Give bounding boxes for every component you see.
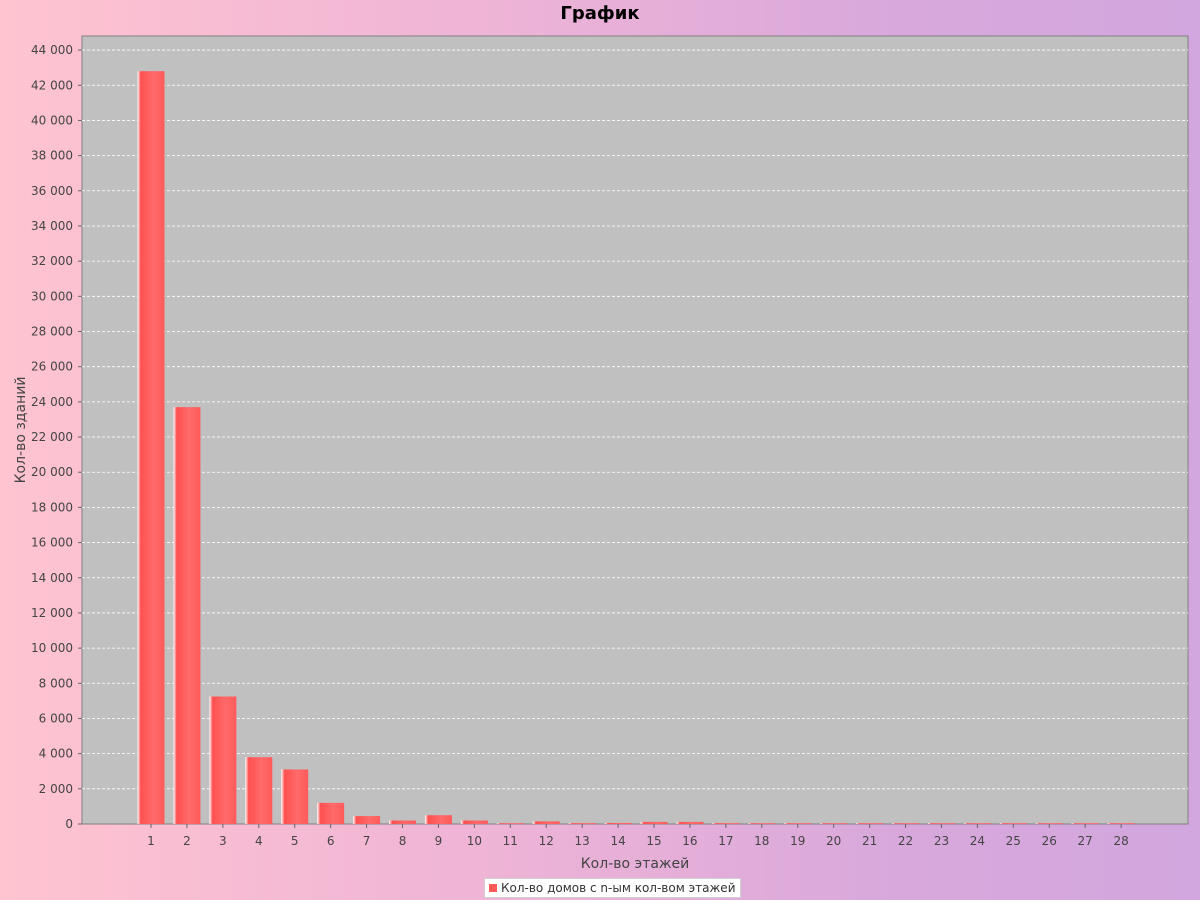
x-tick-label: 27 [1078, 834, 1093, 848]
chart-title: График [560, 3, 640, 24]
x-tick-label: 3 [219, 834, 227, 848]
x-tick-label: 17 [718, 834, 733, 848]
bar-27 [1071, 823, 1099, 824]
x-tick-label: 20 [826, 834, 841, 848]
y-tick-label: 32 000 [31, 254, 73, 268]
bar-22 [892, 823, 920, 824]
bar-26 [1035, 823, 1063, 824]
x-tick-label: 16 [682, 834, 697, 848]
bar-5 [281, 769, 309, 824]
x-tick-label: 24 [970, 834, 985, 848]
x-tick-label: 1 [147, 834, 155, 848]
y-tick-label: 42 000 [31, 78, 73, 92]
x-tick-label: 10 [467, 834, 482, 848]
y-tick-label: 10 000 [31, 641, 73, 655]
x-tick-label: 5 [291, 834, 299, 848]
bar-9 [424, 815, 452, 824]
bar-19 [784, 823, 812, 824]
bar-6 [317, 802, 345, 824]
x-tick-label: 23 [934, 834, 949, 848]
bar-17 [712, 823, 740, 824]
x-axis-title: Кол-во этажей [581, 856, 690, 872]
y-tick-label: 16 000 [31, 536, 73, 550]
x-tick-label: 8 [399, 834, 407, 848]
y-tick-label: 40 000 [31, 113, 73, 127]
y-tick-label: 22 000 [31, 430, 73, 444]
bar-11 [496, 823, 524, 824]
bar-4 [245, 757, 273, 824]
plot-area [81, 35, 1189, 825]
x-tick-label: 22 [898, 834, 913, 848]
bar-21 [856, 823, 884, 824]
y-tick-label: 38 000 [31, 149, 73, 163]
x-tick-label: 28 [1113, 834, 1128, 848]
x-tick-label: 26 [1042, 834, 1057, 848]
x-tick-label: 18 [754, 834, 769, 848]
bar-18 [748, 823, 776, 824]
bar-2 [173, 407, 201, 824]
x-tick-label: 11 [503, 834, 518, 848]
x-tick-label: 7 [363, 834, 371, 848]
x-tick-label: 13 [575, 834, 590, 848]
x-tick-label: 21 [862, 834, 877, 848]
legend-swatch [489, 884, 497, 892]
y-tick-label: 8 000 [39, 676, 73, 690]
y-tick-label: 36 000 [31, 184, 73, 198]
bar-13 [568, 823, 596, 824]
y-tick-label: 0 [65, 817, 73, 831]
y-tick-label: 2 000 [39, 782, 73, 796]
bar-12 [532, 821, 560, 824]
x-tick-label: 12 [539, 834, 554, 848]
y-tick-label: 18 000 [31, 500, 73, 514]
bar-1 [137, 71, 165, 824]
legend-label: Кол-во домов с n-ым кол-вом этажей [501, 881, 736, 895]
y-tick-label: 26 000 [31, 360, 73, 374]
bar-14 [604, 822, 632, 824]
y-tick-label: 44 000 [31, 43, 73, 57]
bar-8 [389, 820, 417, 824]
bar-10 [460, 820, 488, 824]
y-tick-label: 28 000 [31, 325, 73, 339]
y-tick-label: 14 000 [31, 571, 73, 585]
x-tick-label: 15 [646, 834, 661, 848]
bar-16 [676, 821, 704, 824]
y-tick-label: 30 000 [31, 289, 73, 303]
bar-25 [999, 823, 1027, 824]
y-tick-label: 6 000 [39, 711, 73, 725]
bar-24 [963, 823, 991, 824]
y-tick-label: 24 000 [31, 395, 73, 409]
bar-7 [353, 816, 381, 824]
bar-15 [640, 821, 668, 824]
x-tick-label: 2 [183, 834, 191, 848]
y-tick-label: 34 000 [31, 219, 73, 233]
x-tick-label: 25 [1006, 834, 1021, 848]
y-axis-title: Кол-во зданий [13, 377, 29, 484]
x-tick-label: 9 [435, 834, 443, 848]
y-tick-label: 20 000 [31, 465, 73, 479]
x-tick-label: 14 [610, 834, 625, 848]
x-tick-label: 19 [790, 834, 805, 848]
bar-3 [209, 696, 237, 824]
bar-28 [1107, 823, 1135, 824]
legend: Кол-во домов с n-ым кол-вом этажей [484, 878, 741, 898]
y-tick-label: 12 000 [31, 606, 73, 620]
x-tick-label: 4 [255, 834, 263, 848]
y-tick-label: 4 000 [39, 747, 73, 761]
x-tick-label: 6 [327, 834, 335, 848]
bar-23 [927, 823, 955, 824]
bar-20 [820, 823, 848, 824]
